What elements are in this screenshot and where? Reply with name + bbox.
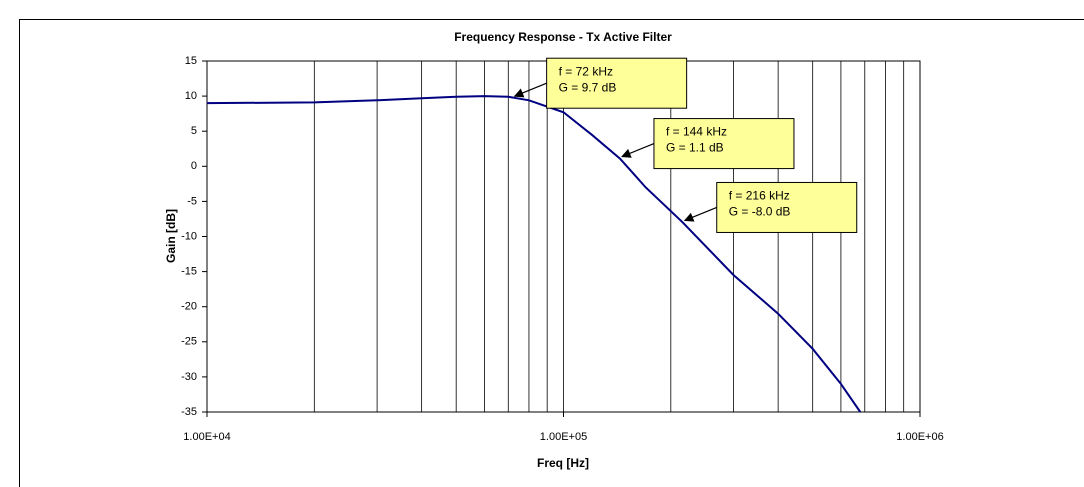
- series-line: [206, 95, 862, 413]
- annotation-text: f = 72 kHz: [559, 64, 613, 78]
- y-tick-label: 10: [185, 90, 197, 102]
- annotation-box: [653, 118, 795, 170]
- y-tick-label: -5: [187, 195, 197, 207]
- y-tick-label: -35: [181, 406, 197, 418]
- annotation-arrow: [683, 206, 717, 222]
- y-tick-label: 15: [185, 55, 197, 67]
- annotation-arrow: [621, 143, 655, 158]
- y-axis-label: Gain [dB]: [164, 209, 178, 263]
- x-tick-label: 1.00E+06: [896, 431, 943, 443]
- annotation-text: f = 216 kHz: [729, 189, 790, 203]
- annotation-text: G = -8.0 dB: [729, 205, 791, 219]
- y-tick-label: 5: [191, 125, 197, 137]
- y-tick-label: -15: [181, 266, 197, 278]
- y-tick-label: -10: [181, 230, 197, 242]
- annotation-text: G = 1.1 dB: [666, 141, 724, 155]
- y-tick-label: -25: [181, 336, 197, 348]
- annotation-box: [546, 57, 688, 109]
- y-tick-label: -20: [181, 301, 197, 313]
- annotation-text: G = 9.7 dB: [559, 80, 617, 94]
- x-tick-label: 1.00E+04: [183, 431, 230, 443]
- annotation-box: [716, 181, 858, 233]
- chart-title: Frequency Response - Tx Active Filter: [454, 30, 672, 44]
- y-tick-label: -30: [181, 371, 197, 383]
- x-tick-label: 1.00E+05: [540, 431, 587, 443]
- y-tick-label: 0: [191, 160, 197, 172]
- annotation-arrow: [513, 82, 547, 98]
- x-axis-label: Freq [Hz]: [537, 456, 589, 470]
- annotation-text: f = 144 kHz: [666, 125, 727, 139]
